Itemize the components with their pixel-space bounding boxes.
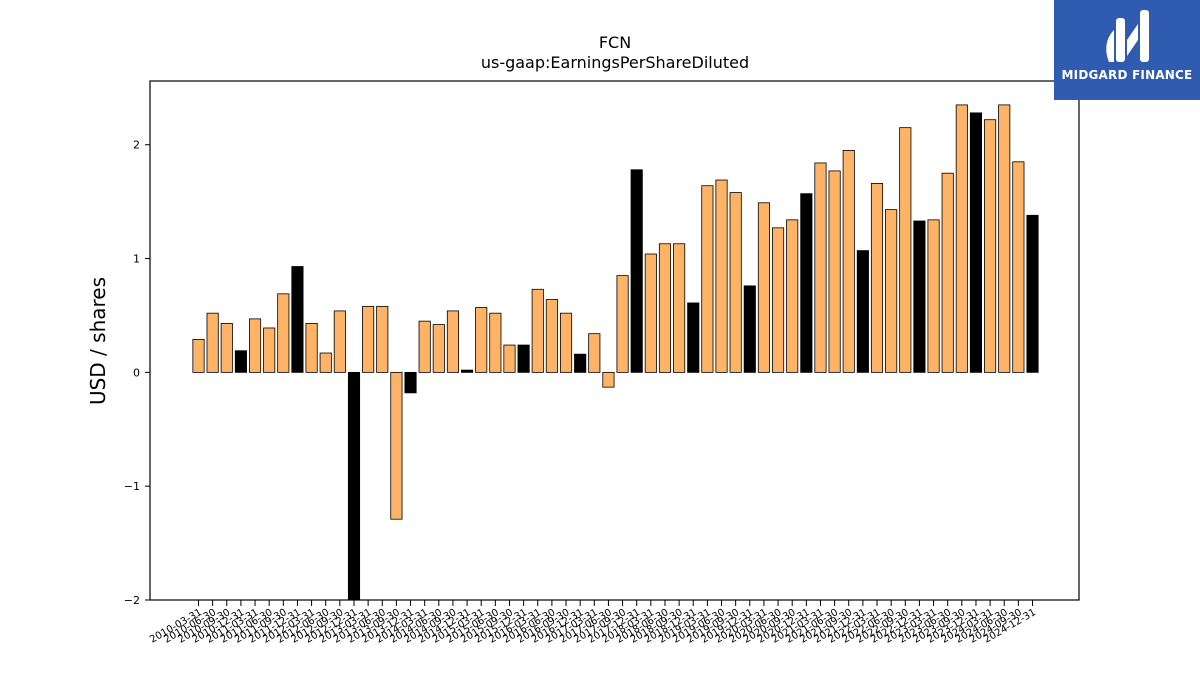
bar-2010-12-31 xyxy=(234,350,247,373)
bar-2018-06-30 xyxy=(658,243,672,373)
bar-2014-06-30 xyxy=(432,324,445,373)
bar-2023-03-31 xyxy=(927,219,940,373)
bar-2017-12-31 xyxy=(630,169,643,373)
bar-2020-03-31 xyxy=(757,202,770,373)
bar-2011-06-30 xyxy=(263,327,276,373)
bar-2012-03-31 xyxy=(305,323,318,373)
bar-2017-03-31 xyxy=(588,333,601,373)
bar-2019-06-30 xyxy=(715,179,728,373)
bar-2015-12-31 xyxy=(517,344,530,373)
bar-2011-12-31 xyxy=(291,266,304,373)
y-tick-label: 2 xyxy=(133,139,140,152)
bar-2011-09-30 xyxy=(277,293,290,373)
y-tick-label: −2 xyxy=(124,594,140,607)
bar-2016-06-30 xyxy=(545,299,558,373)
bar-2014-12-31 xyxy=(461,369,474,373)
bar-2012-06-30 xyxy=(319,352,332,373)
bar-2018-09-30 xyxy=(673,243,686,373)
bar-2021-12-31 xyxy=(856,250,869,373)
bar-2020-09-30 xyxy=(786,219,799,373)
logo-text: MIDGARD FINANCE xyxy=(1061,68,1193,82)
bar-2016-09-30 xyxy=(559,312,573,373)
bar-2024-03-31 xyxy=(984,119,997,373)
bar-2019-03-31 xyxy=(701,185,714,373)
bar-2022-09-30 xyxy=(899,127,912,373)
bar-2019-09-30 xyxy=(729,192,742,373)
bar-2013-09-30 xyxy=(390,371,403,520)
bar-2023-12-31 xyxy=(969,112,983,373)
bar-2015-03-31 xyxy=(475,307,488,373)
bar-2016-12-31 xyxy=(574,353,587,373)
bar-2014-09-30 xyxy=(446,310,460,373)
y-tick-label: 1 xyxy=(133,253,140,266)
bar-2010-03-31 xyxy=(192,338,205,373)
bar-2021-06-30 xyxy=(828,170,841,373)
y-ticks-group: −2 −1 0 1 2 xyxy=(124,139,150,607)
bar-2010-06-30 xyxy=(206,312,219,373)
midgard-logo-icon xyxy=(1106,10,1149,62)
bars-group xyxy=(192,104,1039,601)
bar-2022-06-30 xyxy=(885,209,898,373)
bar-2023-09-30 xyxy=(955,104,968,373)
bar-2018-12-31 xyxy=(687,302,700,373)
y-tick-label: −1 xyxy=(124,480,140,493)
bar-2022-03-31 xyxy=(870,183,884,373)
bar-2020-12-31 xyxy=(800,193,813,373)
y-axis-label: USD / shares xyxy=(86,277,110,405)
bar-2011-03-31 xyxy=(248,318,262,373)
bar-2016-03-31 xyxy=(531,288,544,373)
bar-2014-03-31 xyxy=(418,320,431,373)
bar-2012-12-31 xyxy=(347,371,361,601)
bar-2023-06-30 xyxy=(941,172,954,373)
bar-2015-06-30 xyxy=(489,312,502,373)
bar-2021-03-31 xyxy=(814,162,827,373)
y-tick-label: 0 xyxy=(133,366,140,379)
bar-2019-12-31 xyxy=(743,285,756,373)
bar-2022-12-31 xyxy=(913,220,926,373)
bar-2010-09-30 xyxy=(220,323,233,373)
bar-2013-03-31 xyxy=(362,305,375,373)
bar-2024-12-31 xyxy=(1026,214,1039,373)
bar-2018-03-31 xyxy=(644,253,657,373)
bar-2024-09-30 xyxy=(1012,161,1025,373)
chart-subtitle: us-gaap:EarningsPerShareDiluted xyxy=(481,53,749,72)
chart-title: FCN xyxy=(599,33,631,52)
plot-frame xyxy=(149,80,1080,601)
bar-2021-09-30 xyxy=(842,150,855,373)
x-ticks-group: 2010-03-312010-06-302010-09-302010-12-31… xyxy=(148,600,1038,646)
bar-2012-09-30 xyxy=(333,310,346,373)
bar-2017-06-30 xyxy=(602,371,615,388)
bar-2020-06-30 xyxy=(772,227,785,373)
bar-2013-12-31 xyxy=(404,371,417,394)
bar-2013-06-30 xyxy=(376,305,389,373)
bar-2015-09-30 xyxy=(503,344,516,373)
brand-logo: MIDGARD FINANCE xyxy=(1054,0,1200,100)
bar-2017-09-30 xyxy=(616,275,629,373)
bar-2024-06-30 xyxy=(998,104,1011,373)
